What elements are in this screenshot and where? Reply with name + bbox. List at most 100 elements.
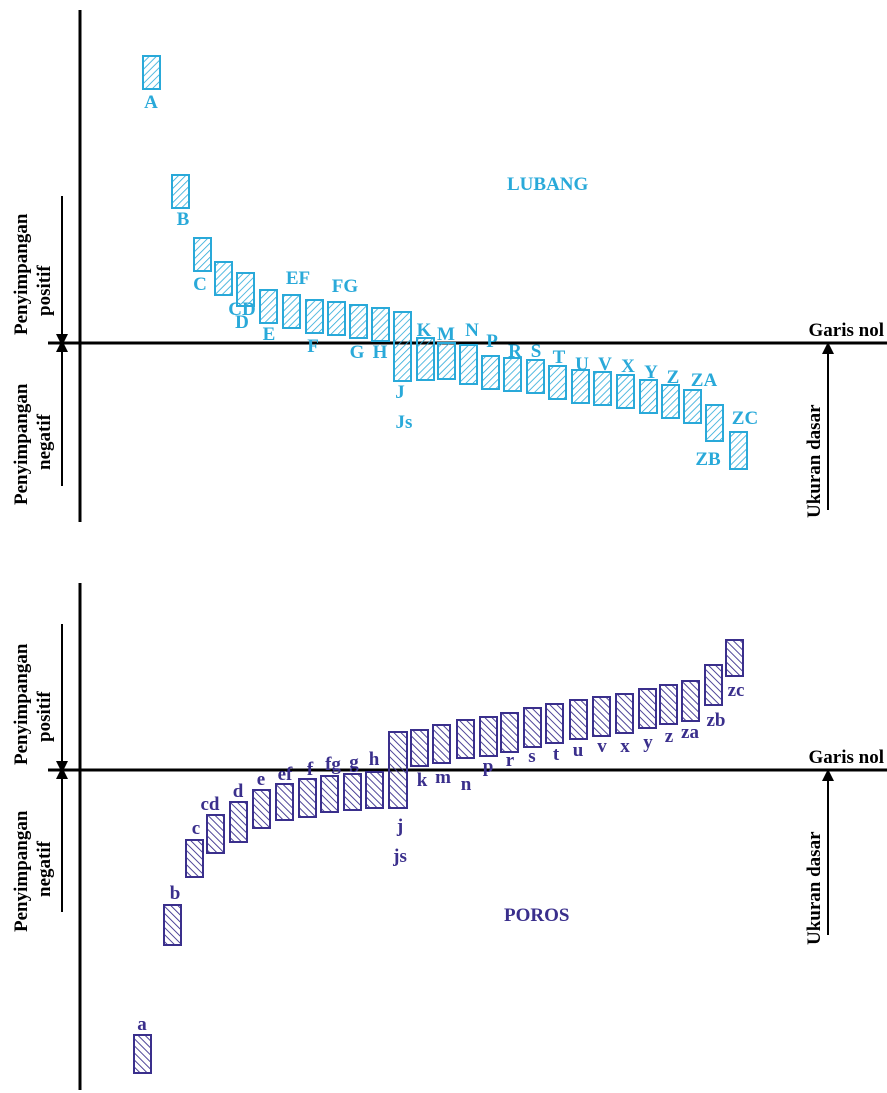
shaft-basic-size-label: Ukuran dasar: [804, 831, 825, 945]
shaft-zone-label-js: js: [392, 846, 407, 867]
hole-zone-label-h: H: [373, 342, 388, 363]
shaft-zone-label-t: t: [553, 744, 560, 765]
hole-zone-za: [683, 389, 702, 424]
shaft-panel: Garis nol Penyimpangan positif Penyimpan…: [11, 583, 887, 1090]
hole-zone-label-k: K: [417, 320, 432, 341]
hole-zone-label-d: D: [235, 312, 249, 333]
shaft-zone-label-za: za: [681, 722, 699, 743]
shaft-zone-z: [659, 684, 678, 725]
hole-zone-label-f: F: [307, 336, 319, 357]
hole-zone-h: [371, 307, 390, 342]
hole-zone-zb: [705, 404, 724, 442]
hole-title: LUBANG: [507, 174, 589, 195]
hole-zone-label-m: M: [437, 324, 455, 345]
shaft-zone-u: [569, 699, 588, 740]
hole-zone-label-ef: EF: [286, 268, 310, 289]
hole-zone-x: [616, 374, 635, 409]
shaft-title: POROS: [504, 905, 569, 926]
shaft-zone-label-k: k: [417, 770, 428, 791]
shaft-zone-fg: [320, 775, 339, 813]
hole-zone-y: [639, 379, 658, 414]
hole-zone-t: [548, 365, 567, 400]
hole-zone-label-z: Z: [667, 367, 680, 388]
hole-zone-j: [393, 311, 412, 382]
shaft-zone-h: [365, 771, 384, 809]
hole-zone-d: [236, 272, 255, 307]
shaft-zone-p: [479, 716, 498, 757]
shaft-zone-label-zc: zc: [728, 680, 745, 701]
hole-zone-v: [593, 371, 612, 406]
shaft-zone-label-zb: zb: [707, 710, 726, 731]
shaft-zone-t: [545, 703, 564, 744]
hole-zone-label-u: U: [575, 354, 589, 375]
hole-zone-a: [142, 55, 161, 90]
shaft-zone-zb: [704, 664, 723, 706]
shaft-zone-g: [343, 773, 362, 811]
hole-positive-label-1: Penyimpangan: [11, 213, 32, 335]
shaft-zone-ef: [275, 783, 294, 821]
shaft-zone-label-ef: ef: [278, 764, 293, 785]
hole-zone-label-s: S: [531, 341, 542, 362]
shaft-zone-s: [523, 707, 542, 748]
hole-zone-label-x: X: [621, 356, 635, 377]
shaft-zone-f: [298, 778, 317, 818]
shaft-zone-n: [456, 719, 475, 759]
hole-negative-label-1: Penyimpangan: [11, 383, 32, 505]
shaft-zone-label-y: y: [643, 732, 653, 753]
hole-zone-c: [193, 237, 212, 272]
hole-zone-g: [349, 304, 368, 339]
hole-zone-label-r: R: [508, 341, 522, 362]
shaft-zone-y: [638, 688, 657, 729]
shaft-zone-label-r: r: [506, 750, 515, 771]
hole-zone-r: [503, 357, 522, 392]
shaft-zone-k: [410, 729, 429, 767]
hole-zero-line-label: Garis nol: [809, 320, 884, 341]
shaft-positive-label-1: Penyimpangan: [11, 643, 32, 765]
hole-zone-label-c: C: [193, 274, 207, 295]
hole-zone-n: [459, 344, 478, 385]
hole-zone-p: [481, 355, 500, 390]
shaft-zone-label-f: f: [307, 759, 314, 780]
hole-zone-label-y: Y: [644, 362, 658, 383]
shaft-zone-x: [615, 693, 634, 734]
shaft-zone-label-n: n: [461, 774, 472, 795]
shaft-zone-label-cd: cd: [201, 794, 220, 815]
shaft-zone-label-g: g: [349, 752, 359, 773]
hole-zone-m: [437, 342, 456, 380]
hole-zone-label-za: ZA: [691, 370, 718, 391]
shaft-zone-label-a: a: [137, 1014, 147, 1035]
hole-zone-label-zc: ZC: [732, 408, 758, 429]
hole-zone-fg: [327, 301, 346, 336]
shaft-zero-line-label: Garis nol: [809, 747, 884, 768]
hole-zone-label-j: J: [395, 382, 405, 403]
hole-zone-z: [661, 384, 680, 419]
shaft-zone-label-e: e: [257, 769, 265, 790]
shaft-zone-label-z: z: [665, 726, 674, 747]
hole-zone-label-a: A: [144, 92, 158, 113]
shaft-zone-m: [432, 724, 451, 764]
hole-zone-f: [305, 299, 324, 334]
hole-zone-label-n: N: [465, 320, 479, 341]
shaft-negative-label-1: Penyimpangan: [11, 810, 32, 932]
hole-zone-label-g: G: [350, 342, 365, 363]
shaft-positive-label-2: positif: [34, 691, 55, 742]
shaft-zone-d: [229, 801, 248, 843]
shaft-zone-b: [163, 904, 182, 946]
shaft-zone-label-x: x: [620, 736, 630, 757]
shaft-zone-label-j: j: [396, 816, 403, 837]
shaft-zone-a: [133, 1034, 152, 1074]
hole-zone-e: [259, 289, 278, 324]
hole-zone-cd: [214, 261, 233, 296]
hole-zone-s: [526, 359, 545, 394]
hole-zone-label-e: E: [263, 324, 276, 345]
shaft-zone-label-b: b: [170, 883, 181, 904]
shaft-zone-r: [500, 712, 519, 753]
shaft-zone-label-fg: fg: [325, 754, 341, 775]
hole-zone-b: [171, 174, 190, 209]
shaft-zone-e: [252, 789, 271, 829]
shaft-zone-label-u: u: [573, 740, 584, 761]
hole-zone-label-t: T: [553, 347, 566, 368]
shaft-negative-label-2: negatif: [34, 840, 55, 897]
hole-zone-label-fg: FG: [332, 276, 359, 297]
